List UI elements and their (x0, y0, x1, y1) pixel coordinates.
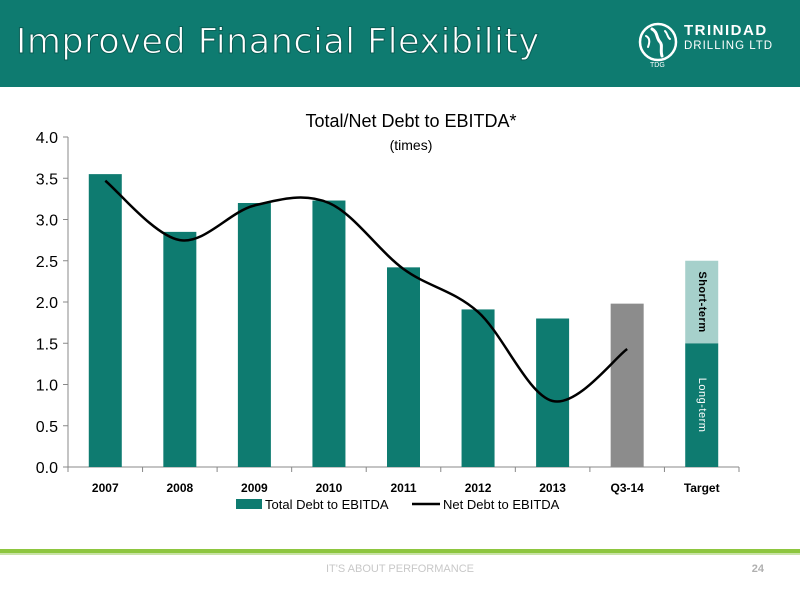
y-tick-label: 1.5 (36, 336, 58, 353)
y-tick-label: 2.5 (36, 254, 58, 271)
y-tick-label: 0.5 (36, 419, 58, 436)
chart-subtitle: (times) (390, 137, 433, 153)
y-tick-label: 3.0 (36, 213, 58, 230)
target-bar-short-term (685, 260, 719, 344)
y-tick-label: 3.5 (36, 171, 58, 188)
x-tick-label: 2007 (92, 481, 119, 495)
page-title: Improved Financial Flexibility (16, 22, 540, 63)
bar-2008 (163, 231, 197, 467)
x-tick-label: 2013 (539, 481, 566, 495)
chart-legend: Total Debt to EBITDA Net Debt to EBITDA (236, 497, 560, 512)
bar-2012 (461, 309, 495, 467)
header-bar: Improved Financial Flexibility TRINIDAD … (0, 0, 800, 87)
x-tick-label: Target (684, 481, 720, 495)
bar-2013 (536, 318, 570, 467)
bar-2011 (387, 267, 420, 467)
footer-divider-light (0, 553, 800, 555)
x-tick-label: Q3-14 (610, 481, 644, 495)
footer-divider (0, 549, 800, 553)
bar-2009 (237, 203, 271, 467)
logo-text-trinidad: TRINIDAD (684, 22, 768, 39)
y-tick-label: 2.0 (36, 295, 58, 312)
footer-tagline: IT'S ABOUT PERFORMANCE (326, 563, 474, 575)
debt-ebitda-chart: Total/Net Debt to EBITDA* (times) 0.0 0.5… (36, 111, 740, 512)
bar-2010 (312, 200, 346, 467)
legend-label-total-debt: Total Debt to EBITDA (265, 497, 389, 512)
bar-Q3-14 (610, 303, 644, 467)
logo-text-drilling: DRILLING LTD (684, 40, 774, 52)
legend-swatch-total-debt (236, 499, 262, 509)
page-number: 24 (751, 563, 764, 575)
x-tick-label: 2012 (465, 481, 492, 495)
target-segment-label: Short-term (696, 271, 708, 332)
net-debt-line (104, 179, 628, 403)
plot-area: 0.0 0.5 1.0 1.5 2.0 2.5 3.0 3.5 4.0 2007 2008 2009 2… (36, 130, 740, 495)
bar-2007 (88, 174, 122, 467)
x-tick-label: 2008 (166, 481, 193, 495)
target-bar-long-term (685, 343, 719, 467)
y-tick-label: 4.0 (36, 130, 58, 147)
x-tick-label: 2010 (316, 481, 343, 495)
x-tick-label: 2011 (390, 481, 416, 495)
x-tick-label: 2009 (241, 481, 268, 495)
y-tick-label: 1.0 (36, 378, 58, 395)
logo-mark-text: TDG (650, 62, 665, 69)
target-segment-label: Long-term (696, 378, 708, 433)
legend-label-net-debt: Net Debt to EBITDA (443, 497, 560, 512)
globe-icon (638, 22, 678, 62)
company-logo: TRINIDAD DRILLING LTD TDG (636, 20, 776, 72)
chart-title: Total/Net Debt to EBITDA* (305, 111, 516, 131)
y-tick-label: 0.0 (36, 460, 58, 477)
